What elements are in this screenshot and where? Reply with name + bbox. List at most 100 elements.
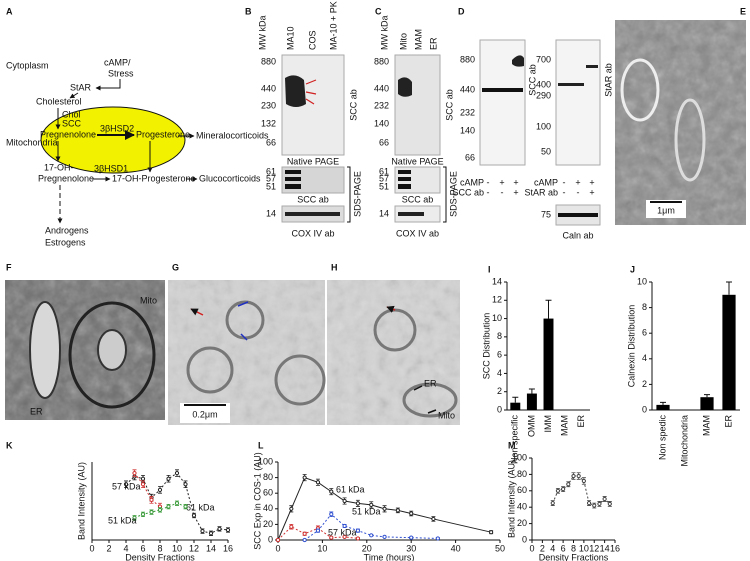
y-axis-label: SCC Distribution: [481, 313, 491, 380]
mw-marker: 230: [261, 100, 276, 110]
mw-marker: 66: [379, 137, 389, 147]
y-tick-label: 14: [492, 276, 502, 286]
y-tick-label: 8: [642, 302, 647, 312]
mw-marker: 61: [266, 166, 276, 176]
x-tick-label: 40: [451, 543, 461, 553]
data-point: [382, 506, 387, 511]
y-tick-label: 0: [497, 404, 502, 414]
data-point: [342, 534, 347, 539]
diagram-label: Pregnenolone: [38, 173, 94, 183]
mw-marker: 51: [266, 181, 276, 191]
lane-label: MW kDa: [379, 16, 389, 51]
gel-label: SDS-PAGE: [352, 171, 362, 217]
data-point: [315, 480, 321, 485]
mw-marker: 61: [379, 166, 389, 176]
data-point: [581, 478, 586, 484]
mw-marker: 440: [261, 83, 276, 93]
y-tick-label: 6: [642, 328, 647, 338]
data-point: [166, 476, 171, 481]
data-point: [208, 531, 214, 536]
data-point: [409, 535, 414, 540]
y-tick-label: 100: [258, 456, 273, 466]
data-point: [149, 510, 154, 515]
y-tick-label: 12: [492, 295, 502, 305]
diagram-label: Cytoplasm: [6, 60, 49, 70]
organelle-label: Mito: [438, 410, 455, 420]
data-point: [369, 502, 374, 507]
condition-sign: +: [513, 177, 518, 187]
data-point: [302, 537, 307, 543]
x-tick-label: 10: [172, 543, 182, 553]
data-point: [289, 524, 294, 529]
data-point: [123, 482, 129, 487]
x-tick-label: 4: [123, 543, 128, 553]
x-tick-label: 14: [600, 543, 610, 553]
diagram-label: Progesterone: [136, 129, 190, 139]
lane-label: MW kDa: [257, 16, 267, 51]
data-point: [183, 482, 188, 487]
mw-marker: 57: [266, 173, 276, 183]
data-point: [191, 513, 197, 518]
panel-label: D: [458, 6, 465, 16]
x-tick-label: 8: [571, 543, 576, 553]
data-point: [395, 508, 400, 513]
data-point: [489, 530, 494, 535]
data-point: [566, 482, 571, 487]
panel-label: C: [375, 6, 382, 16]
y-tick-label: 8: [497, 331, 502, 341]
condition-label: cAMP: [460, 177, 484, 187]
data-point: [140, 512, 146, 517]
mw-marker: 75: [541, 209, 551, 219]
data-point: [157, 507, 163, 513]
condition-sign: -: [563, 177, 566, 187]
mw-marker: 66: [465, 152, 475, 162]
organelle-label: Mito: [140, 295, 157, 305]
x-tick-label: 10: [317, 543, 327, 553]
em-image: [327, 280, 460, 425]
y-tick-label: 6: [497, 350, 502, 360]
y-tick-label: 20: [517, 518, 527, 528]
data-point: [329, 489, 334, 494]
data-point: [369, 533, 374, 538]
error-bar: [528, 388, 535, 394]
data-point: [302, 531, 307, 536]
x-tick-label: 14: [206, 543, 216, 553]
x-tick-label: 2: [106, 543, 111, 553]
x-tick-label: OMM: [526, 415, 536, 437]
condition-label: StAR ab: [524, 187, 558, 197]
y-tick-label: 20: [263, 519, 273, 529]
y-tick-label: 2: [642, 379, 647, 389]
data-point: [555, 488, 561, 493]
mw-marker: 440: [374, 83, 389, 93]
data-point: [607, 501, 612, 507]
condition-sign: -: [487, 177, 490, 187]
mw-marker: 51: [379, 181, 389, 191]
data-point: [342, 523, 347, 529]
condition-sign: -: [501, 187, 504, 197]
diagram-label: 17-OH-Progesterone: [112, 173, 196, 183]
diagram-label: Pregnenolone: [40, 129, 96, 139]
data-point: [183, 504, 188, 509]
panel-label: F: [6, 262, 12, 272]
bar: [656, 404, 670, 410]
x-tick-label: ER: [723, 415, 733, 428]
x-tick-label: 4: [550, 543, 555, 553]
y-tick-label: 100: [512, 452, 527, 462]
diagram-label: Mineralocorticoids: [196, 130, 269, 140]
y-axis-label: SCC Exp in COS-1 (AU): [252, 452, 262, 550]
x-tick-label: 20: [362, 543, 372, 553]
diagram-label: Glucocorticoids: [199, 173, 261, 183]
data-point: [435, 536, 440, 541]
x-tick-label: ER: [576, 415, 586, 428]
data-point: [166, 504, 171, 509]
x-axis-label: Density Fractions: [125, 552, 195, 561]
mw-marker: 290: [536, 90, 551, 100]
panel-label: M: [508, 440, 516, 450]
condition-sign: +: [589, 187, 594, 197]
x-tick-label: 12: [589, 543, 599, 553]
mw-marker: 132: [261, 118, 276, 128]
y-tick-label: 60: [263, 488, 273, 498]
data-point: [571, 473, 576, 479]
bar: [543, 318, 554, 410]
y-tick-label: 10: [637, 276, 647, 286]
